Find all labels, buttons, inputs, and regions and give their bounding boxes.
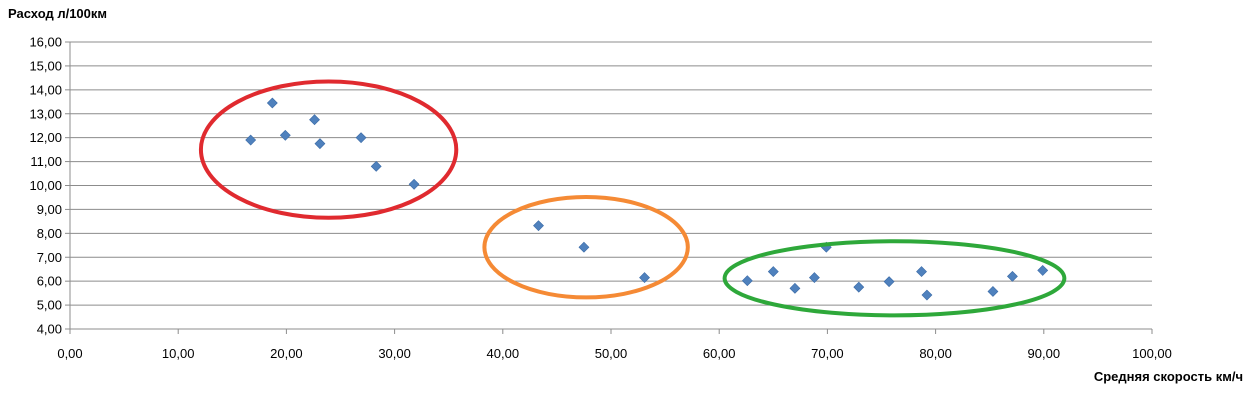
data-point xyxy=(1037,264,1049,276)
data-point xyxy=(266,97,278,109)
data-point xyxy=(767,266,779,278)
y-tick-label: 15,00 xyxy=(29,58,62,73)
data-point xyxy=(741,275,753,287)
x-tick-label: 100,00 xyxy=(1132,346,1172,361)
data-point xyxy=(639,272,650,284)
y-tick-label: 11,00 xyxy=(30,154,62,169)
y-axis-title: Расход л/100км xyxy=(8,6,108,21)
data-point xyxy=(533,220,544,232)
y-tick-label: 12,00 xyxy=(29,130,62,145)
y-tick-label: 7,00 xyxy=(37,250,62,265)
y-tick-label: 14,00 xyxy=(29,82,62,97)
x-axis-title: Средняя скорость км/ч xyxy=(1093,369,1243,384)
cluster-ellipse xyxy=(198,79,459,220)
x-tick-label: 80,00 xyxy=(919,346,952,361)
data-point xyxy=(789,282,801,294)
data-point xyxy=(883,276,895,288)
x-tick-label: 20,00 xyxy=(270,346,303,361)
y-tick-label: 6,00 xyxy=(37,274,62,289)
x-tick-label: 10,00 xyxy=(162,346,195,361)
cluster-ellipse xyxy=(482,194,690,300)
x-tick-label: 30,00 xyxy=(378,346,411,361)
x-tick-label: 50,00 xyxy=(595,346,628,361)
data-point xyxy=(279,129,291,141)
data-point xyxy=(370,160,382,172)
y-tick-label: 5,00 xyxy=(37,298,62,313)
data-point xyxy=(808,272,820,284)
data-point xyxy=(987,286,999,297)
x-tick-label: 70,00 xyxy=(811,346,844,361)
data-point xyxy=(245,134,257,146)
y-tick-label: 4,00 xyxy=(37,322,62,337)
data-point xyxy=(309,114,320,126)
x-tick-label: 60,00 xyxy=(703,346,736,361)
y-tick-label: 10,00 xyxy=(29,178,62,193)
x-tick-label: 40,00 xyxy=(487,346,520,361)
data-point xyxy=(853,281,865,293)
data-point xyxy=(916,266,927,278)
y-tick-label: 9,00 xyxy=(37,202,62,217)
data-point xyxy=(921,289,933,301)
data-point xyxy=(355,132,367,144)
x-tick-label: 0,00 xyxy=(57,346,82,361)
data-point xyxy=(1006,270,1018,282)
y-tick-label: 16,00 xyxy=(29,35,62,50)
data-point xyxy=(408,178,420,190)
data-point xyxy=(578,241,590,253)
y-tick-label: 8,00 xyxy=(37,226,62,241)
data-point xyxy=(314,138,326,150)
cluster-ellipse xyxy=(722,239,1067,318)
y-tick-label: 13,00 xyxy=(29,106,62,121)
x-tick-label: 90,00 xyxy=(1028,346,1061,361)
